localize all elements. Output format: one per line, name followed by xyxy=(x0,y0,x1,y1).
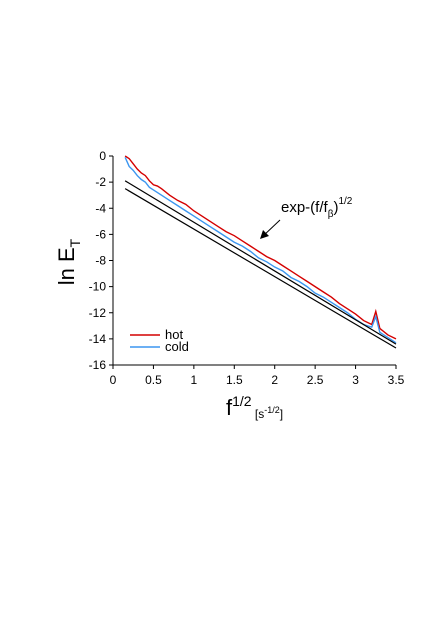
data-line xyxy=(124,157,397,344)
y-tick-label: -10 xyxy=(89,280,107,294)
x-tick-label: 2 xyxy=(271,373,278,387)
y-label-sub: T xyxy=(67,238,83,247)
y-axis-label: ln ET xyxy=(54,238,83,285)
y-tick-label: -2 xyxy=(95,175,106,189)
y-tick-label: 0 xyxy=(99,149,106,163)
x-label-unit-close: ] xyxy=(280,407,283,421)
y-tick-label: -4 xyxy=(95,201,106,215)
x-tick-label: 1 xyxy=(191,373,198,387)
y-tick-label: -16 xyxy=(89,358,107,372)
y-tick-label: -14 xyxy=(89,332,107,346)
x-tick-label: 2.5 xyxy=(307,373,324,387)
x-label-main: f xyxy=(226,395,233,420)
fit-line xyxy=(124,180,397,345)
annotation-close: ) xyxy=(333,199,338,216)
data-line xyxy=(124,155,397,340)
arrow-head xyxy=(260,230,269,239)
y-tick-label: -8 xyxy=(95,254,106,268)
annotation-sub: β xyxy=(328,209,334,220)
x-tick-label: 1.5 xyxy=(226,373,243,387)
annotation: exp-(f/fβ)1/2 xyxy=(281,196,353,220)
y-tick-label: -6 xyxy=(95,227,106,241)
x-tick-label: 0.5 xyxy=(145,373,162,387)
annotation-sup: 1/2 xyxy=(338,196,352,207)
x-label-unit: [s xyxy=(252,407,265,421)
y-label-main: ln E xyxy=(54,247,79,285)
x-tick-label: 0 xyxy=(110,373,117,387)
legend-label: hot xyxy=(165,327,183,342)
x-axis-label: f1/2 [s-1/2] xyxy=(226,393,283,421)
x-label-sup: 1/2 xyxy=(232,393,252,409)
annotation-main: exp-(f/f xyxy=(281,199,329,216)
x-tick-label: 3 xyxy=(352,373,359,387)
x-tick-label: 3.5 xyxy=(388,373,405,387)
fit-line xyxy=(124,188,397,349)
legend-label: cold xyxy=(165,339,189,354)
x-label-unit-sup: -1/2 xyxy=(264,405,280,415)
y-tick-label: -12 xyxy=(89,306,107,320)
